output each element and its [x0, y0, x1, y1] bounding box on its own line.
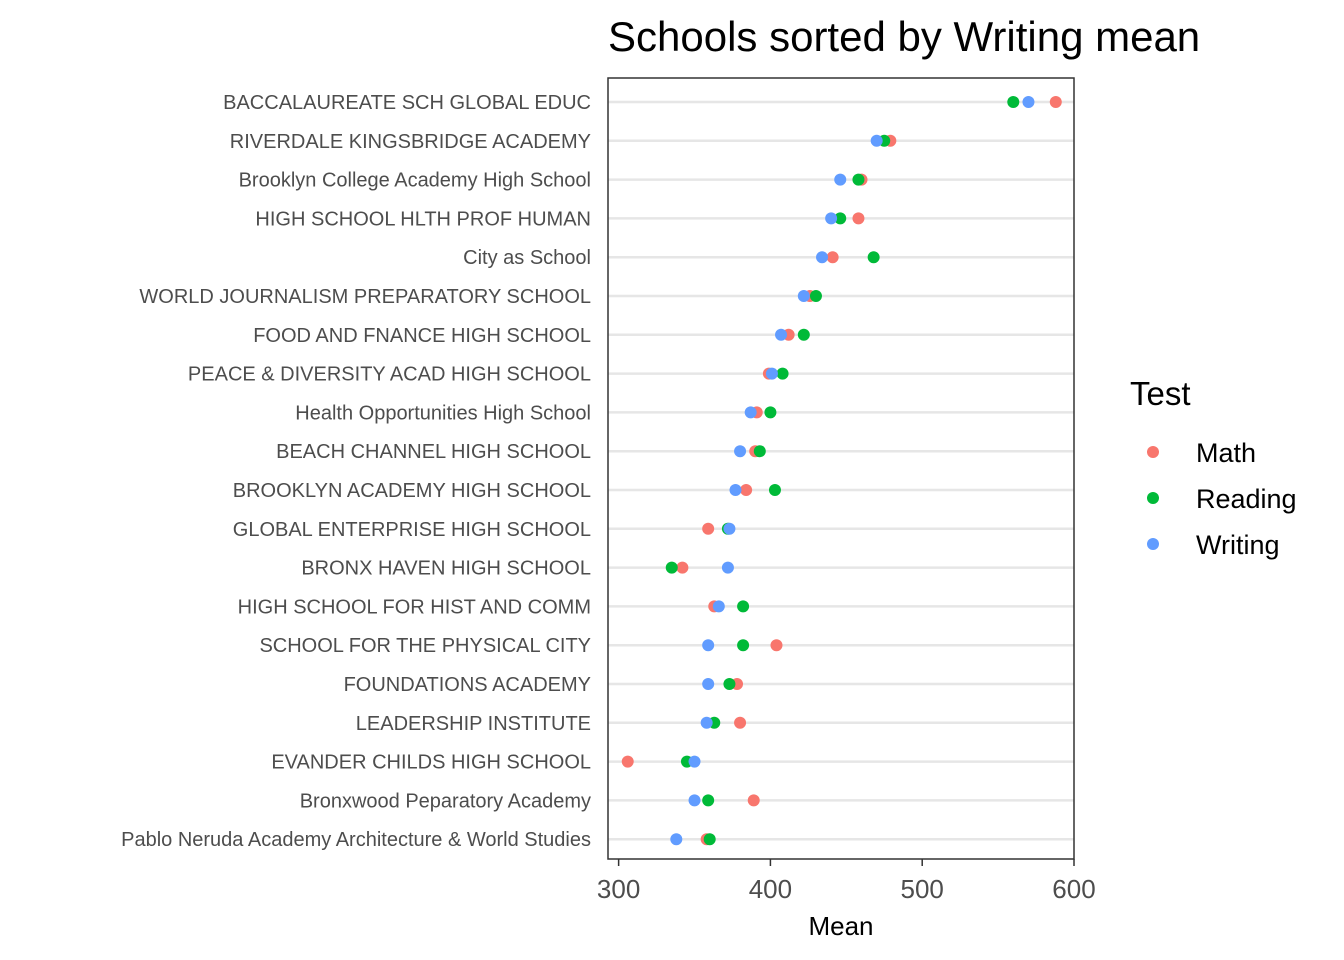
point-reading — [703, 833, 716, 846]
point-reading — [737, 639, 750, 652]
point-reading — [852, 173, 865, 186]
category-label: Brooklyn College Academy High School — [239, 170, 591, 192]
point-math — [852, 212, 865, 225]
chart-title: Schools sorted by Writing mean — [608, 13, 1200, 60]
category-label: WORLD JOURNALISM PREPARATORY SCHOOL — [139, 286, 591, 308]
category-label: Health Opportunities High School — [295, 402, 591, 424]
category-label: SCHOOL FOR THE PHYSICAL CITY — [259, 635, 591, 657]
category-label: BRONX HAVEN HIGH SCHOOL — [301, 558, 591, 580]
category-labels: BACCALAUREATE SCH GLOBAL EDUC RIVERDALE K… — [121, 92, 591, 851]
point-writing — [670, 833, 683, 846]
x-tick-label: 600 — [1052, 874, 1095, 904]
point-writing — [744, 406, 757, 419]
x-tick-label: 400 — [749, 874, 792, 904]
point-writing — [765, 367, 778, 380]
category-label: RIVERDALE KINGSBRIDGE ACADEMY — [230, 131, 591, 153]
point-math — [740, 484, 753, 496]
x-tick-label: 300 — [597, 874, 640, 904]
data-points — [621, 96, 1062, 846]
point-writing — [870, 134, 883, 147]
point-writing — [729, 484, 742, 496]
legend-key-math — [1147, 446, 1159, 458]
category-label: EVANDER CHILDS HIGH SCHOOL — [271, 752, 591, 774]
category-label: Bronxwood Peparatory Academy — [300, 790, 591, 812]
point-reading — [809, 290, 822, 302]
legend-label: Math — [1196, 438, 1256, 468]
point-reading — [723, 678, 736, 690]
point-reading — [665, 561, 678, 574]
point-writing — [712, 600, 725, 613]
point-reading — [768, 484, 781, 496]
point-math — [1049, 96, 1062, 108]
point-math — [770, 639, 783, 652]
grid-lines — [608, 100, 1074, 841]
legend-key-writing — [1147, 538, 1159, 550]
point-writing — [816, 251, 829, 264]
x-tick-label: 500 — [901, 874, 944, 904]
point-math — [702, 522, 715, 535]
plot-panel-border — [607, 77, 1075, 860]
point-writing — [688, 755, 701, 768]
point-reading — [737, 600, 750, 613]
point-writing — [775, 328, 788, 341]
legend-label: Reading — [1196, 484, 1297, 514]
point-writing — [734, 445, 747, 458]
legend-key-reading — [1147, 492, 1159, 504]
point-reading — [753, 445, 766, 458]
point-reading — [834, 212, 847, 225]
point-writing — [700, 716, 713, 729]
point-reading — [702, 794, 715, 807]
point-writing — [1022, 96, 1035, 108]
point-writing — [797, 290, 810, 302]
x-axis-ticks: 300 400 500 600 — [597, 859, 1096, 904]
category-label: FOUNDATIONS ACADEMY — [344, 674, 591, 696]
point-math — [676, 561, 689, 574]
point-writing — [723, 522, 736, 535]
category-label: BEACH CHANNEL HIGH SCHOOL — [276, 441, 591, 463]
category-label: HIGH SCHOOL HLTH PROF HUMAN — [255, 208, 591, 230]
point-reading — [776, 367, 789, 380]
point-writing — [688, 794, 701, 807]
point-math — [826, 251, 839, 264]
category-label: LEADERSHIP INSTITUTE — [356, 713, 591, 735]
category-label: GLOBAL ENTERPRISE HIGH SCHOOL — [233, 519, 591, 541]
category-label: City as School — [463, 247, 591, 269]
point-math — [747, 794, 760, 807]
legend-title: Test — [1130, 375, 1191, 412]
point-writing — [834, 173, 847, 186]
category-label: BACCALAUREATE SCH GLOBAL EDUC — [223, 92, 591, 114]
legend: Test Math Reading Writing — [1130, 375, 1297, 560]
point-reading — [764, 406, 777, 419]
point-writing — [702, 678, 715, 690]
point-reading — [797, 328, 810, 341]
legend-label: Writing — [1196, 530, 1280, 560]
x-axis-title: Mean — [808, 911, 873, 941]
point-math — [734, 716, 747, 729]
point-reading — [867, 251, 880, 264]
point-writing — [721, 561, 734, 574]
point-writing — [825, 212, 838, 225]
category-label: HIGH SCHOOL FOR HIST AND COMM — [238, 596, 591, 618]
point-writing — [702, 639, 715, 652]
category-label: BROOKLYN ACADEMY HIGH SCHOOL — [233, 480, 591, 502]
category-label: PEACE & DIVERSITY ACAD HIGH SCHOOL — [188, 364, 591, 386]
point-reading — [1007, 96, 1020, 108]
point-math — [621, 755, 634, 768]
category-label: Pablo Neruda Academy Architecture & Worl… — [121, 829, 591, 851]
category-label: FOOD AND FNANCE HIGH SCHOOL — [253, 325, 591, 347]
